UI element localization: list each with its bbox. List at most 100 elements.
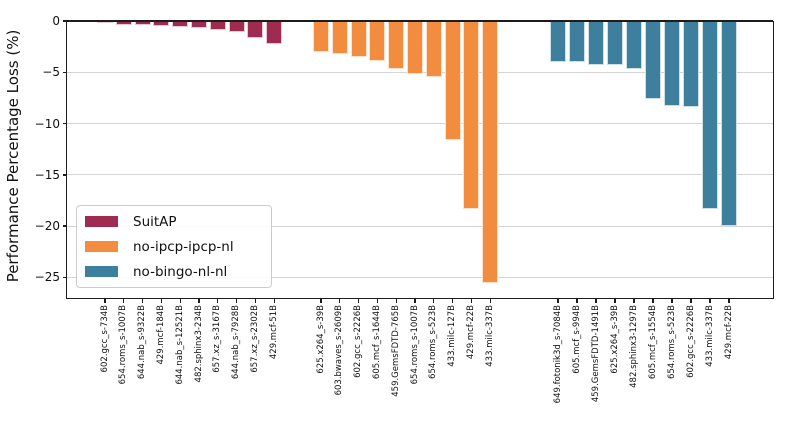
y-axis-label: Performance Percentage Loss (%): [4, 29, 22, 283]
bar: [463, 21, 480, 209]
x-tick-label: 429.mcf-22B: [723, 305, 734, 360]
x-tick-label: 459.GemsFDTD-1491B: [590, 305, 601, 403]
x-tick-mark: [395, 298, 397, 303]
bar: [191, 21, 207, 29]
x-tick-mark: [557, 298, 559, 303]
bar: [228, 21, 245, 32]
y-tick-mark: [62, 71, 67, 73]
x-tick-mark: [728, 298, 730, 303]
x-tick-mark: [671, 298, 673, 303]
bar: [266, 21, 283, 44]
x-tick-mark: [489, 298, 491, 303]
x-tick-label: 482.sphinx3-1297B: [628, 305, 639, 388]
x-tick-mark: [414, 298, 416, 303]
x-tick-label: 654.roms_s-1007B: [118, 305, 129, 385]
bar: [425, 21, 442, 77]
x-tick-label: 429.mcf-22B: [465, 305, 476, 360]
x-tick-mark: [123, 298, 125, 303]
y-tick-mark: [62, 122, 67, 125]
y-gridline: [67, 276, 773, 278]
bar: [97, 21, 113, 24]
legend-entry: no-bingo-nl-nl: [85, 259, 261, 284]
x-tick-mark: [357, 298, 360, 303]
y-gridline: [67, 123, 773, 125]
y-tick-mark: [62, 225, 67, 227]
x-tick-label: 654.roms_s-1007B: [409, 305, 420, 385]
x-tick-label: 459.GemsFDTD-765B: [390, 305, 401, 397]
x-tick-label: 602.gcc_s-734B: [99, 305, 110, 373]
legend-label: no-bingo-nl-nl: [133, 263, 228, 280]
x-tick-mark: [104, 298, 106, 303]
y-tick-label: −15: [34, 167, 60, 182]
legend-entry: no-ipcp-ipcp-nl: [85, 234, 261, 259]
legend-entry: SuitAP: [85, 209, 261, 234]
bar: [331, 21, 348, 55]
x-tick-label: 605.mcf_s-1644B: [371, 305, 382, 380]
bar: [721, 21, 737, 227]
bar: [134, 21, 151, 26]
x-tick-label: 429.mcf-184B: [155, 305, 166, 365]
bar: [482, 21, 499, 283]
x-tick-label: 644.nab_s-9322B: [137, 305, 148, 380]
x-tick-label: 625.x264_s-39B: [315, 305, 326, 374]
y-tick-label: −20: [34, 219, 60, 234]
y-tick-label: −10: [34, 116, 60, 131]
x-tick-mark: [690, 298, 692, 303]
bar: [607, 21, 623, 66]
x-tick-mark: [339, 298, 341, 303]
x-tick-label: 657.xz_s-3167B: [212, 305, 223, 373]
x-tick-label: 433.milc-337B: [704, 305, 715, 367]
x-tick-mark: [320, 298, 322, 303]
y-tick-label: 0: [52, 14, 60, 28]
bar: [115, 21, 132, 25]
y-tick-label: −5: [42, 65, 60, 80]
x-tick-mark: [614, 298, 616, 303]
legend-swatch: [85, 216, 118, 227]
x-tick-label: 605.mcf_s-994B: [571, 305, 582, 374]
bar: [569, 21, 585, 62]
x-tick-mark: [235, 298, 238, 303]
bar: [209, 21, 226, 30]
x-tick-mark: [217, 298, 219, 303]
bar: [588, 21, 604, 65]
bottom-spine: [65, 298, 775, 300]
x-tick-label: 644.nab_s-12521B: [174, 305, 185, 385]
legend-swatch: [85, 266, 118, 277]
bar: [388, 21, 405, 69]
legend-label: SuitAP: [133, 213, 177, 230]
x-tick-mark: [595, 298, 597, 303]
y-tick-mark: [62, 276, 67, 279]
x-tick-mark: [141, 298, 144, 303]
x-tick-mark: [470, 298, 473, 303]
bar: [702, 21, 718, 209]
x-tick-label: 433.milc-337B: [484, 305, 495, 367]
legend-swatch: [85, 241, 118, 252]
bar: [683, 21, 699, 107]
bar: [350, 21, 367, 57]
x-tick-label: 429.mcf-51B: [268, 305, 279, 360]
x-tick-mark: [254, 298, 257, 303]
x-tick-mark: [633, 298, 635, 303]
x-tick-mark: [652, 298, 654, 303]
x-tick-label: 625.x264_s-39B: [609, 305, 620, 374]
x-tick-label: 605.mcf_s-1554B: [647, 305, 658, 380]
x-tick-label: 654.roms_s-523B: [666, 305, 677, 379]
x-tick-label: 602.gcc_s-2226B: [353, 305, 364, 378]
x-tick-mark: [709, 298, 711, 303]
top-spine-zero-line: [67, 19, 773, 22]
right-spine: [773, 21, 775, 300]
bar: [664, 21, 680, 107]
x-tick-mark: [576, 298, 578, 303]
legend: SuitAP no-ipcp-ipcp-nl no-bingo-nl-nl: [76, 205, 272, 288]
bar: [313, 21, 329, 52]
x-tick-label: 433.milc-127B: [447, 305, 458, 367]
x-tick-mark: [433, 298, 435, 303]
x-tick-label: 482.sphinx3-234B: [193, 305, 204, 383]
bar: [369, 21, 386, 61]
y-tick-mark: [62, 174, 67, 176]
bar: [153, 21, 170, 27]
x-tick-label: 657.xz_s-2302B: [249, 305, 260, 373]
bar: [407, 21, 423, 75]
x-tick-mark: [179, 298, 181, 303]
